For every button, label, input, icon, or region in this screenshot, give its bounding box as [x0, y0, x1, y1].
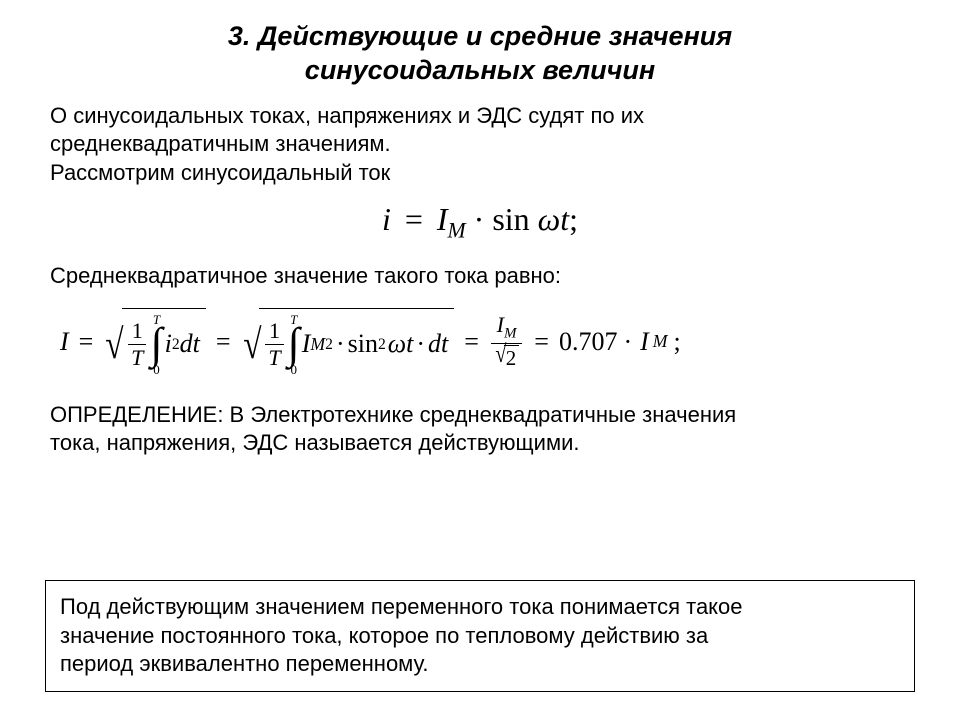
f2-dot1: ·	[336, 331, 345, 357]
title-line-2: синусоидальных величин	[305, 55, 655, 85]
formula-2: I = √ 1 T T ∫ 0 i2dt = √	[60, 308, 910, 375]
f2-IM3: I	[640, 327, 649, 357]
f2-sin: sin	[348, 331, 378, 357]
f1-eq: =	[405, 201, 423, 237]
f2-dot3: ·	[623, 327, 632, 357]
f2-num1a: 1	[129, 319, 146, 343]
box-line-1: Под действующим значением переменного то…	[60, 594, 743, 619]
f2-int1-lower: 0	[153, 363, 160, 376]
intro-line-1: О синусоидальных токах, напряжениях и ЭД…	[50, 103, 644, 128]
f2-Ta: T	[128, 346, 146, 370]
radical-icon-3: √	[495, 342, 506, 367]
def-line-2: тока, напряжения, ЭДС называется действу…	[50, 430, 579, 455]
def-line-1: ОПРЕДЕЛЕНИЕ: В Электротехнике среднеквад…	[50, 402, 736, 427]
highlight-box: Под действующим значением переменного то…	[45, 580, 915, 692]
f2-sqrt1: √ 1 T T ∫ 0 i2dt	[103, 308, 206, 375]
f2-IM2: I	[497, 312, 504, 337]
radical-icon: √	[106, 324, 124, 366]
f1-semi: ;	[569, 201, 578, 237]
formula-1: i = IM · sin ωt;	[50, 201, 910, 243]
intro-line-3: Рассмотрим синусоидальный ток	[50, 160, 390, 185]
f2-val: 0.707	[559, 327, 618, 357]
f2-int1: T ∫ 0	[150, 313, 162, 375]
f1-sub: M	[448, 219, 466, 243]
f2-eq2: =	[216, 327, 231, 357]
definition-paragraph: ОПРЕДЕЛЕНИЕ: В Электротехнике среднеквад…	[50, 401, 910, 458]
f1-sin: sin	[492, 201, 537, 237]
f2-frac-1T-b: 1 T	[265, 319, 283, 371]
f1-wt: ωt	[538, 201, 569, 237]
f2-IM-sub: M	[310, 336, 325, 354]
f2-i-sq: 2	[172, 337, 180, 353]
f2-dt2: dt	[428, 331, 448, 357]
f2-semi: ;	[674, 327, 681, 357]
f2-frac-im-root2: IM √ 2	[491, 313, 522, 370]
f2-wt: ωt	[388, 331, 414, 357]
slide-root: 3. Действующие и средние значения синусо…	[0, 0, 960, 720]
rms-paragraph: Среднеквадратичное значение такого токa …	[50, 262, 910, 291]
f2-int2-lower: 0	[290, 363, 297, 376]
title-line-1: 3. Действующие и средние значения	[228, 21, 732, 51]
f2-IM2-sub: M	[504, 326, 517, 342]
f2-Tb: T	[265, 346, 283, 370]
rms-text: Среднеквадратичное значение такого токa …	[50, 263, 561, 288]
f2-eq1: =	[79, 327, 94, 357]
f2-int2: T ∫ 0	[288, 313, 300, 375]
f1-I: I	[437, 201, 448, 237]
f2-i: i	[165, 331, 172, 357]
radical-icon-2: √	[243, 324, 261, 366]
box-line-2: значение постоянного тока, которое по те…	[60, 623, 708, 648]
intro-line-2: среднеквадратичным значениям.	[50, 131, 391, 156]
f2-eq4: =	[534, 327, 549, 357]
f2-sqrt2: √ 1 T T ∫ 0 IM2 · sin2 ωt · dt	[241, 308, 455, 375]
f2-IM3-sub: M	[653, 331, 668, 352]
f2-IM-sq: 2	[325, 337, 333, 353]
f1-dot: ·	[474, 201, 493, 237]
slide-title: 3. Действующие и средние значения синусо…	[50, 20, 910, 88]
f2-dt1: dt	[180, 331, 200, 357]
f2-dot2: ·	[416, 331, 425, 357]
f2-I-lhs: I	[60, 327, 69, 357]
f2-eq3: =	[464, 327, 479, 357]
f2-frac-1T-a: 1 T	[128, 319, 146, 371]
f2-sin-sq: 2	[378, 337, 386, 353]
f2-num1b: 1	[266, 319, 283, 343]
box-line-3: период эквивалентно переменному.	[60, 651, 428, 676]
intro-paragraph: О синусоидальных токах, напряжениях и ЭД…	[50, 102, 910, 188]
f1-i: i	[382, 201, 391, 237]
